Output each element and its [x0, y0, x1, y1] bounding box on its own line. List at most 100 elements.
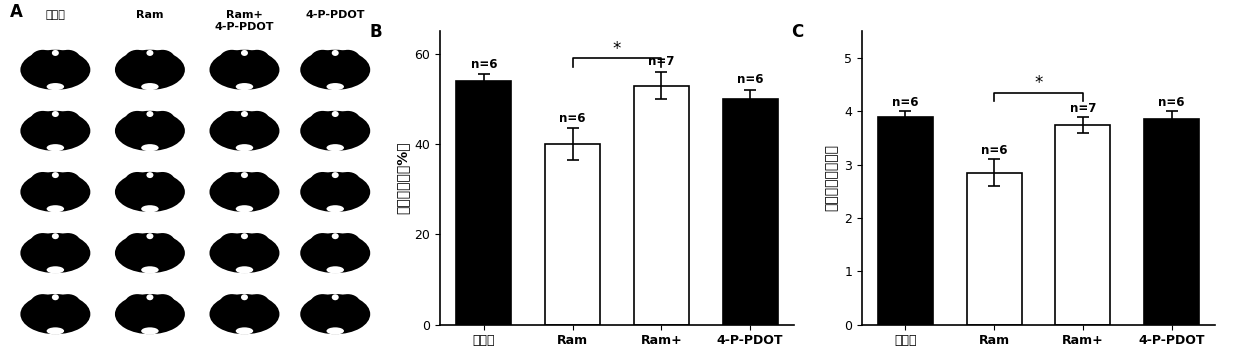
Ellipse shape: [20, 50, 91, 90]
Ellipse shape: [326, 205, 343, 213]
Ellipse shape: [56, 172, 81, 192]
Ellipse shape: [115, 233, 185, 273]
Ellipse shape: [115, 294, 185, 334]
Bar: [723, 99, 777, 325]
Bar: [967, 173, 1022, 325]
Text: *: *: [1034, 74, 1043, 92]
Bar: [1055, 125, 1110, 325]
Ellipse shape: [241, 294, 248, 300]
Ellipse shape: [332, 50, 339, 56]
Bar: [546, 144, 600, 325]
Ellipse shape: [244, 50, 270, 70]
Bar: [1145, 119, 1199, 325]
Ellipse shape: [310, 50, 335, 70]
Ellipse shape: [47, 266, 64, 274]
Ellipse shape: [244, 111, 270, 131]
Ellipse shape: [335, 172, 361, 192]
Ellipse shape: [20, 294, 91, 334]
Ellipse shape: [210, 172, 279, 212]
Ellipse shape: [52, 111, 58, 117]
Text: n=6: n=6: [1158, 96, 1185, 109]
Ellipse shape: [30, 172, 56, 192]
Ellipse shape: [300, 111, 371, 151]
Ellipse shape: [115, 111, 185, 151]
Ellipse shape: [244, 233, 270, 253]
Text: Ram+
4-P-PDOT: Ram+ 4-P-PDOT: [215, 10, 274, 32]
Ellipse shape: [335, 50, 361, 70]
Ellipse shape: [332, 233, 339, 239]
Ellipse shape: [210, 111, 279, 151]
Ellipse shape: [124, 233, 150, 253]
Ellipse shape: [236, 144, 253, 151]
Ellipse shape: [124, 294, 150, 314]
Ellipse shape: [47, 144, 64, 151]
Ellipse shape: [300, 50, 371, 90]
Ellipse shape: [146, 50, 154, 56]
Ellipse shape: [332, 294, 339, 300]
Ellipse shape: [150, 172, 175, 192]
Ellipse shape: [219, 50, 244, 70]
Ellipse shape: [244, 172, 270, 192]
Ellipse shape: [310, 172, 335, 192]
Text: n=7: n=7: [649, 55, 675, 68]
Ellipse shape: [124, 111, 150, 131]
Ellipse shape: [141, 144, 159, 151]
Ellipse shape: [326, 144, 343, 151]
Ellipse shape: [326, 266, 343, 274]
Ellipse shape: [115, 172, 185, 212]
Ellipse shape: [30, 233, 56, 253]
Ellipse shape: [210, 233, 279, 273]
Ellipse shape: [30, 294, 56, 314]
Ellipse shape: [236, 83, 253, 90]
Ellipse shape: [241, 50, 248, 56]
Ellipse shape: [56, 50, 81, 70]
Ellipse shape: [47, 205, 64, 213]
Ellipse shape: [300, 294, 371, 334]
Text: n=6: n=6: [470, 58, 497, 70]
Ellipse shape: [241, 111, 248, 117]
Ellipse shape: [146, 294, 154, 300]
Ellipse shape: [332, 172, 339, 178]
Ellipse shape: [124, 50, 150, 70]
Text: A: A: [10, 3, 22, 22]
Text: n=6: n=6: [892, 96, 919, 109]
Ellipse shape: [326, 83, 343, 90]
Ellipse shape: [56, 294, 81, 314]
Ellipse shape: [210, 50, 279, 90]
Ellipse shape: [236, 205, 253, 213]
Text: n=6: n=6: [559, 112, 585, 125]
Ellipse shape: [30, 50, 56, 70]
Ellipse shape: [52, 50, 58, 56]
Ellipse shape: [150, 233, 175, 253]
Ellipse shape: [241, 172, 248, 178]
Ellipse shape: [146, 111, 154, 117]
Text: *: *: [613, 39, 621, 58]
Ellipse shape: [335, 294, 361, 314]
Bar: [456, 81, 511, 325]
Ellipse shape: [241, 233, 248, 239]
Ellipse shape: [219, 111, 244, 131]
Ellipse shape: [236, 266, 253, 274]
Ellipse shape: [244, 294, 270, 314]
Ellipse shape: [219, 294, 244, 314]
Text: Ram: Ram: [136, 10, 164, 21]
Y-axis label: 动物神经症状评分: 动物神经症状评分: [825, 144, 838, 211]
Text: B: B: [370, 23, 382, 40]
Ellipse shape: [219, 172, 244, 192]
Ellipse shape: [141, 266, 159, 274]
Ellipse shape: [335, 233, 361, 253]
Ellipse shape: [52, 294, 58, 300]
Ellipse shape: [236, 327, 253, 335]
Ellipse shape: [52, 233, 58, 239]
Ellipse shape: [310, 111, 335, 131]
Text: n=6: n=6: [981, 144, 1007, 157]
Bar: [634, 86, 688, 325]
Ellipse shape: [52, 172, 58, 178]
Ellipse shape: [30, 111, 56, 131]
Ellipse shape: [219, 233, 244, 253]
Ellipse shape: [20, 111, 91, 151]
Ellipse shape: [326, 327, 343, 335]
Ellipse shape: [141, 205, 159, 213]
Y-axis label: 脑梗死体积（%）: 脑梗死体积（%）: [396, 142, 409, 214]
Bar: [878, 117, 932, 325]
